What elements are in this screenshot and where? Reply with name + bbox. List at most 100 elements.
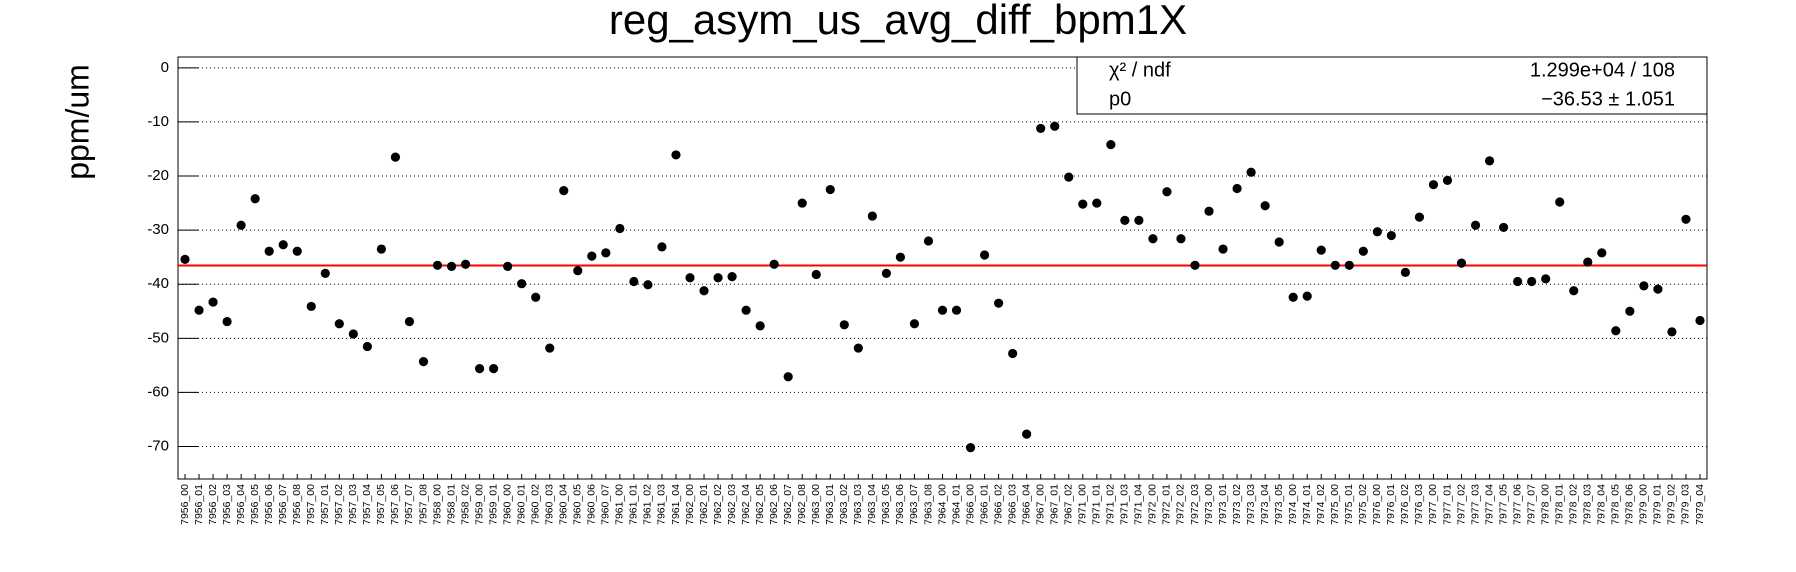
x-tick-label: 7956_08 [291, 484, 303, 525]
x-tick-label: 7960_00 [501, 484, 513, 525]
data-point [1316, 245, 1326, 255]
chart-title: reg_asym_us_avg_diff_bpm1X [609, 0, 1187, 43]
x-tick-label: 7958_00 [431, 484, 443, 525]
x-tick-label: 7957_03 [347, 484, 359, 525]
data-point [1597, 248, 1607, 258]
x-tick-label: 7978_02 [1568, 484, 1580, 525]
data-point [1204, 206, 1214, 216]
stats-label: p0 [1109, 88, 1131, 110]
data-point [1106, 140, 1116, 150]
x-tick-label: 7962_07 [782, 484, 794, 525]
stats-box [1076, 56, 1708, 115]
x-tick-label: 7960_05 [572, 484, 584, 525]
data-point [741, 305, 751, 315]
x-tick-label: 7963_08 [922, 484, 934, 525]
data-point [825, 184, 835, 195]
x-tick-label: 7978_05 [1610, 484, 1622, 525]
x-tick-label: 7967_01 [1049, 484, 1061, 525]
x-tick-label: 7976_01 [1385, 484, 1397, 525]
data-point [474, 364, 485, 374]
x-tick-label: 7961_01 [628, 484, 640, 525]
x-tick-label: 7962_01 [698, 484, 710, 525]
y-tick-label: -70 [147, 438, 169, 455]
x-tick-label: 7963_03 [852, 484, 864, 525]
x-tick-label: 7977_01 [1441, 484, 1453, 525]
data-point [320, 268, 330, 279]
data-point [292, 246, 302, 256]
data-point [923, 236, 934, 246]
x-tick-label: 7958_02 [459, 484, 471, 525]
data-point [587, 251, 597, 261]
x-tick-label: 7963_02 [838, 484, 850, 525]
data-point [797, 198, 807, 208]
data-point [1232, 183, 1242, 194]
x-tick-label: 7956_03 [221, 484, 233, 525]
data-point [460, 259, 471, 269]
data-point [601, 248, 611, 258]
x-tick-label: 7973_01 [1217, 484, 1229, 525]
x-tick-label: 7962_04 [740, 484, 752, 525]
data-point [937, 305, 948, 315]
x-tick-label: 7962_08 [796, 484, 808, 525]
data-point [1120, 215, 1130, 225]
x-tick-label: 7971_02 [1105, 484, 1117, 525]
data-point [965, 443, 976, 453]
data-point [769, 259, 779, 269]
data-point [783, 372, 793, 382]
data-point [643, 280, 653, 290]
x-tick-label: 7962_03 [726, 484, 738, 525]
data-point [404, 316, 415, 327]
x-tick-label: 7956_00 [179, 484, 191, 525]
x-tick-label: 7973_04 [1259, 484, 1271, 525]
data-point [1456, 258, 1467, 268]
data-point [1484, 156, 1495, 166]
data-point [489, 364, 499, 374]
plot-frame [177, 56, 1708, 480]
y-tick-label: -30 [147, 221, 169, 238]
data-point [1583, 257, 1593, 267]
data-point [264, 246, 274, 256]
data-point [1527, 276, 1537, 287]
data-point [517, 279, 527, 289]
x-tick-label: 7961_00 [614, 484, 626, 525]
data-point [1386, 230, 1396, 241]
x-tick-label: 7962_05 [754, 484, 766, 525]
x-tick-label: 7972_01 [1161, 484, 1173, 525]
x-tick-label: 7957_05 [375, 484, 387, 525]
data-point [994, 298, 1004, 308]
x-tick-label: 7979_03 [1680, 484, 1692, 525]
data-point [1372, 227, 1382, 237]
x-tick-label: 7977_04 [1483, 484, 1495, 525]
x-tick-label: 7960_04 [558, 484, 570, 525]
data-point [811, 269, 821, 280]
data-point [615, 223, 625, 234]
data-point [390, 152, 401, 162]
data-point [1022, 429, 1032, 439]
x-tick-label: 7973_02 [1231, 484, 1243, 525]
data-point [755, 321, 765, 331]
x-tick-label: 7961_03 [656, 484, 668, 525]
x-tick-label: 7957_00 [305, 484, 317, 525]
data-point [867, 211, 877, 221]
x-tick-label: 7972_03 [1189, 484, 1201, 525]
x-tick-label: 7960_03 [544, 484, 556, 525]
x-tick-label: 7972_00 [1147, 484, 1159, 525]
x-tick-label: 7966_01 [978, 484, 990, 525]
data-point [839, 320, 849, 330]
data-point [1344, 260, 1354, 270]
x-tick-label: 7957_06 [389, 484, 401, 525]
x-tick-label: 7974_01 [1301, 484, 1313, 525]
data-point [503, 261, 513, 271]
data-point [1036, 123, 1046, 134]
data-point [432, 260, 443, 270]
x-tick-label: 7963_07 [908, 484, 920, 525]
data-point [1653, 284, 1663, 294]
x-tick-label: 7963_05 [880, 484, 892, 525]
data-point [1414, 212, 1425, 222]
data-point [1611, 326, 1621, 336]
data-point [180, 254, 190, 264]
data-point [1190, 260, 1200, 270]
data-point [979, 250, 990, 260]
data-point [1470, 220, 1481, 230]
